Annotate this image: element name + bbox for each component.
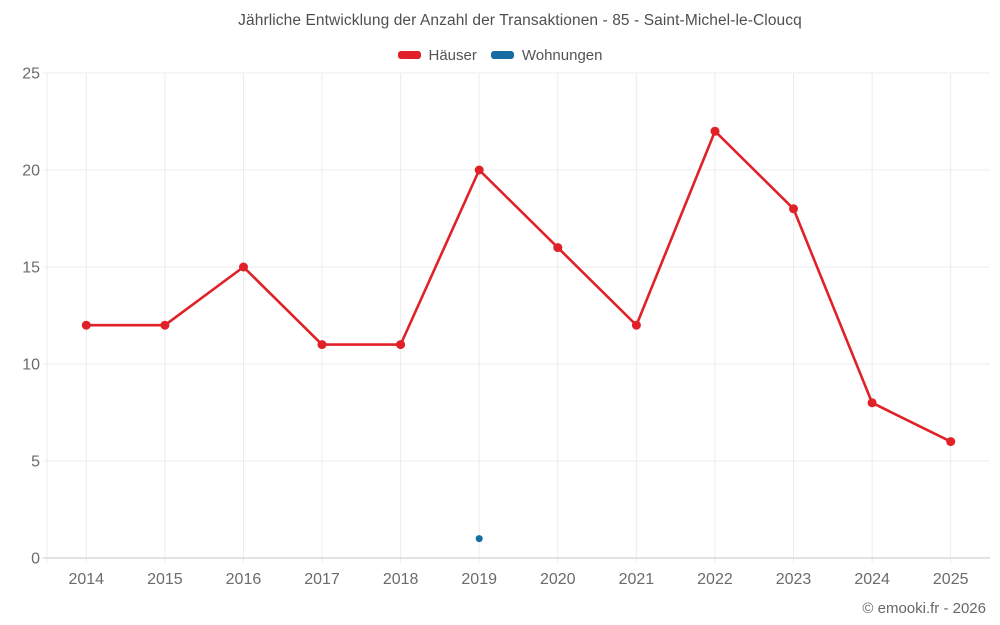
y-tick-label: 15 (22, 260, 40, 277)
x-tick-label: 2014 (68, 571, 104, 588)
y-tick-label: 25 (22, 66, 40, 83)
y-tick-label: 10 (22, 357, 40, 374)
x-tick-label: 2023 (776, 571, 812, 588)
attribution-text: © emooki.fr - 2026 (862, 600, 986, 617)
data-point-häuser (317, 340, 327, 350)
data-point-häuser (946, 437, 956, 447)
data-point-häuser (239, 262, 248, 272)
legend-label-wohnungen: Wohnungen (521, 46, 603, 64)
data-point-wohnungen (475, 535, 483, 543)
haeuser-legend-swatch-icon (397, 51, 421, 59)
x-tick-label: 2024 (854, 571, 890, 588)
y-tick-label: 20 (22, 163, 40, 180)
data-point-häuser (553, 243, 563, 253)
data-point-häuser (789, 204, 798, 214)
wohnungen-legend-swatch-icon (490, 51, 514, 59)
x-tick-label: 2020 (540, 571, 576, 588)
data-point-häuser (631, 320, 641, 330)
x-tick-label: 2018 (383, 571, 419, 588)
x-tick-label: 2025 (933, 571, 969, 588)
x-tick-label: 2019 (461, 571, 497, 588)
data-point-häuser (867, 398, 877, 408)
x-tick-label: 2017 (304, 571, 340, 588)
data-point-häuser (396, 340, 406, 350)
chart-title: Jährliche Entwicklung der Anzahl der Tra… (238, 12, 802, 29)
data-point-häuser (710, 126, 720, 136)
x-tick-label: 2021 (619, 571, 655, 588)
y-tick-label: 0 (31, 551, 40, 568)
legend-label-haeuser: Häuser (428, 46, 477, 64)
legend-item-wohnungen[interactable]: Wohnungen (490, 46, 603, 64)
data-point-häuser (474, 165, 484, 175)
x-tick-label: 2016 (226, 571, 262, 588)
x-tick-label: 2022 (697, 571, 733, 588)
legend-item-haeuser[interactable]: Häuser (397, 46, 477, 64)
y-tick-label: 5 (31, 454, 40, 471)
data-point-häuser (160, 320, 170, 330)
data-point-häuser (81, 320, 91, 330)
x-tick-label: 2015 (147, 571, 183, 588)
chart-legend: Häuser Wohnungen (0, 45, 1000, 65)
series-line-häuser (85, 129, 952, 443)
